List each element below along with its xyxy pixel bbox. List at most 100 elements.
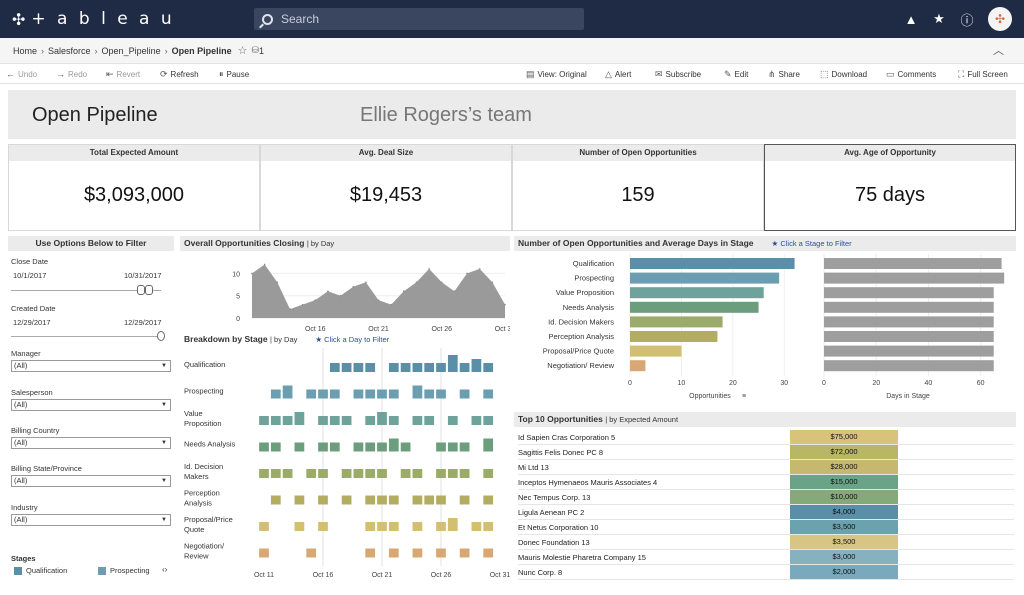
legend-item-qualification[interactable]: Qualification <box>14 566 67 576</box>
table-row[interactable]: Et Netus Corporation 10 $3,500 <box>518 520 1014 535</box>
close-date-from[interactable]: 10/1/2017 <box>13 271 47 280</box>
table-row[interactable]: Mi Ltd 13 $28,000 <box>518 460 1014 475</box>
bar-proposal-price-quote-oct22 <box>388 522 399 531</box>
area-series <box>252 264 505 318</box>
expected-amount: $15,000 <box>790 475 898 489</box>
industry-select[interactable]: (All) ▼ <box>11 514 171 526</box>
bar-id-decision-makers-oct18 <box>341 469 352 478</box>
star-icon[interactable]: ★ <box>933 11 945 26</box>
chevron-down-icon: ▼ <box>161 402 167 408</box>
edit-button[interactable]: ✎ Edit <box>724 69 749 79</box>
chevron-left-icon[interactable]: ‹ <box>162 565 165 574</box>
table-row[interactable]: Ligula Aenean PC 2 $4,000 <box>518 505 1014 520</box>
alert-icon[interactable]: ▲ <box>904 11 918 27</box>
legend-item-prospecting[interactable]: Prospecting <box>98 566 162 576</box>
billing-country-select[interactable]: (All) ▼ <box>11 437 171 449</box>
table-row[interactable]: Id Sapien Cras Corporation 5 $75,000 <box>518 430 1014 445</box>
revert-button[interactable]: ⇤ Revert <box>106 69 141 79</box>
pause-button[interactable]: ⏸ Pause <box>219 69 250 79</box>
x-tick-label-days: 0 <box>822 380 826 387</box>
share-button[interactable]: ⋔ Share <box>768 69 800 79</box>
full-screen-button[interactable]: ⛶ Full Screen <box>958 69 1008 79</box>
table-row[interactable]: Inceptos Hymenaeos Mauris Associates 4 $1… <box>518 475 1014 490</box>
top10-header: Top 10 Opportunities | by Expected Amoun… <box>514 412 1016 427</box>
table-row[interactable]: Mauris Molestie Pharetra Company 15 $3,00… <box>518 550 1014 565</box>
bar-id-decision-makers-oct24 <box>412 469 423 478</box>
breadcrumb-salesforce[interactable]: Salesforce <box>48 45 91 56</box>
created-date-slider[interactable] <box>11 331 165 341</box>
billing-state-select[interactable]: (All) ▼ <box>11 475 171 487</box>
favorite-star-icon[interactable]: ☆ <box>237 45 248 57</box>
bar-needs-analysis-oct30 <box>483 438 494 452</box>
download-button[interactable]: ⬚ Download <box>820 69 868 79</box>
kpi-total-expected-amount[interactable]: Total Expected Amount $3,093,000 <box>8 144 260 231</box>
created-date-to[interactable]: 12/29/2017 <box>124 318 162 327</box>
kpi-avg-deal-size[interactable]: Avg. Deal Size $19,453 <box>260 144 512 231</box>
info-icon[interactable]: ⓘ <box>960 12 974 28</box>
data-point <box>251 272 253 275</box>
x-tick-label: Oct 26 <box>431 326 452 333</box>
manager-select[interactable]: (All) ▼ <box>11 360 171 372</box>
data-point <box>339 294 342 297</box>
avatar[interactable]: ✣ <box>988 7 1012 31</box>
comment-icon: ▭ <box>886 69 895 79</box>
bar-value-proposition-oct30 <box>483 416 494 425</box>
search-input[interactable] <box>281 12 561 26</box>
legend-swatch <box>14 567 22 576</box>
subscribe-button[interactable]: ✉ Subscribe <box>655 69 702 79</box>
table-row[interactable]: Sagittis Felis Donec PC 8 $72,000 <box>518 445 1014 460</box>
stages-bar-chart[interactable]: Qualification Prospecting Value Propositio… <box>514 252 1016 402</box>
slider-handle-left[interactable] <box>137 285 145 295</box>
created-date-from[interactable]: 12/29/2017 <box>13 318 51 327</box>
chevron-down-icon: ▼ <box>161 363 167 369</box>
chevron-up-icon[interactable]: ︿ <box>993 45 1004 57</box>
bar-id-decision-makers-oct30 <box>483 469 494 478</box>
salesperson-select[interactable]: (All) ▼ <box>11 399 171 411</box>
slider-handle-right[interactable] <box>145 285 153 295</box>
slider-handle[interactable] <box>157 331 165 341</box>
table-row[interactable]: Nec Tempus Corp. 13 $10,000 <box>518 490 1014 505</box>
tableau-logo[interactable]: ✣ + a b l e a u <box>12 9 175 29</box>
breadcrumb-open-pipeline[interactable]: Open_Pipeline <box>101 45 161 56</box>
bar-value-proposition-oct24 <box>412 416 423 425</box>
breakdown-by-stage-chart[interactable]: Qualification Prospecting ValueProposition… <box>180 348 510 580</box>
alert-button[interactable]: △ Alert <box>605 69 632 79</box>
close-date-to[interactable]: 10/31/2017 <box>124 271 162 280</box>
closing-area-chart[interactable]: 0 5 10 Oct 16 Oct 21 Oct 26 Oct 31 <box>180 252 510 334</box>
billing-state-label: Billing State/Province <box>11 464 82 473</box>
data-source-icon[interactable]: ⛁ <box>251 45 260 55</box>
bar-needs-analysis-oct22 <box>388 438 399 452</box>
bar-perception-analysis-oct24 <box>412 495 423 505</box>
view-original-button[interactable]: ▤ View: Original <box>526 69 587 79</box>
breadcrumb-home[interactable]: Home <box>13 45 38 56</box>
x-tick-label: Oct 31 <box>490 572 510 579</box>
stage-label-value-proposition-line2: Proposition <box>184 419 222 428</box>
search-box[interactable] <box>254 8 584 30</box>
bar-value-proposition-oct29 <box>471 416 482 425</box>
redo-button[interactable]: → Redo <box>56 69 88 79</box>
kpi-number-open-opportunities[interactable]: Number of Open Opportunities 159 <box>512 144 764 231</box>
kpi-label: Avg. Age of Opportunity <box>765 145 1015 161</box>
x-tick-label: Oct 26 <box>431 572 452 579</box>
stage-label-qualification: Qualification <box>573 259 614 268</box>
undo-button[interactable]: ← Undo <box>6 69 38 79</box>
close-date-slider[interactable] <box>11 285 161 295</box>
bar-negotiation-review-oct22 <box>388 548 399 558</box>
comments-button[interactable]: ▭ Comments <box>886 69 937 79</box>
legend-scroll-arrows[interactable]: ‹› <box>162 565 167 574</box>
refresh-button[interactable]: ⟳ Refresh <box>160 69 199 79</box>
close-date-label: Close Date <box>11 257 49 266</box>
expected-amount: $28,000 <box>790 460 898 474</box>
kpi-avg-age-opportunity[interactable]: Avg. Age of Opportunity 75 days <box>764 144 1016 231</box>
opportunity-name: Mauris Molestie Pharetra Company 15 <box>518 553 646 562</box>
table-row[interactable]: Donec Foundation 13 $3,500 <box>518 535 1014 550</box>
stage-label-needs-analysis: Needs Analysis <box>184 440 236 449</box>
top-icons: ▲ ★ ⓘ ✣ <box>904 7 1012 31</box>
chevron-right-icon[interactable]: › <box>164 565 168 574</box>
bar-negotiation-review-oct20 <box>365 548 376 558</box>
stages-legend-title: Stages <box>11 554 36 563</box>
bar-value-proposition-oct11 <box>259 416 269 425</box>
bar-needs-analysis-oct28 <box>459 442 470 452</box>
stages-chart-header: Number of Open Opportunities and Average… <box>514 236 1016 251</box>
table-row[interactable]: Nunc Corp. 8 $2,000 <box>518 565 1014 580</box>
